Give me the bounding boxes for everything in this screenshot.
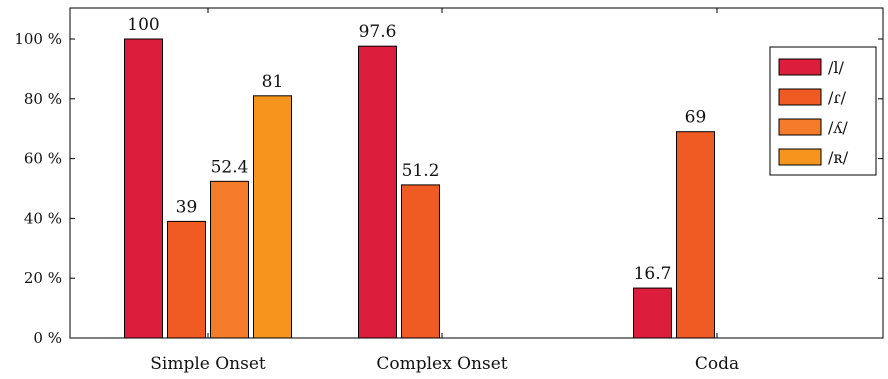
data-label: 39 [176,197,198,217]
data-labels: 100 39 52.4 81 97.6 51.2 16.7 69 [127,15,706,284]
data-label: 16.7 [634,264,672,284]
plot-frame [69,7,884,339]
bar [253,95,292,339]
legend-swatch [778,88,822,106]
bar [676,131,715,339]
legend-label: /ʀ/ [828,148,849,167]
x-tick-label: Coda [695,354,739,374]
legend-swatch [778,58,822,76]
data-label: 97.6 [359,22,397,42]
legend-swatch [778,148,822,166]
x-tick-label: Complex Onset [376,354,507,374]
y-tick-label: 20 % [24,269,62,287]
y-tick-label: 40 % [24,209,62,227]
legend-label: /l/ [828,58,845,77]
data-label: 51.2 [402,161,440,181]
data-label: 100 [127,15,159,35]
legend-swatch [778,118,822,136]
data-label: 69 [685,108,707,128]
x-tick-label: Simple Onset [150,354,266,374]
legend: /l/ /ɾ/ /ʎ/ /ʀ/ [769,46,877,176]
legend-label: /ʎ/ [828,118,848,137]
bar [401,184,440,339]
legend-label: /ɾ/ [828,88,847,107]
bar [124,38,163,339]
y-tick-label: 80 % [24,90,62,108]
bar [633,287,672,339]
y-tick-label: 100 % [14,30,62,48]
y-tick-label: 0 % [33,329,62,347]
bar [167,220,206,339]
bar [210,180,249,339]
y-axis-ticks: 0 % 20 % 40 % 60 % 80 % 100 % [14,30,883,347]
data-label: 52.4 [211,157,249,177]
data-label: 81 [262,72,284,92]
bar [358,45,397,339]
x-axis-ticks: Simple Onset Complex Onset Coda [150,8,739,374]
y-tick-label: 60 % [24,150,62,168]
bars [124,38,715,339]
